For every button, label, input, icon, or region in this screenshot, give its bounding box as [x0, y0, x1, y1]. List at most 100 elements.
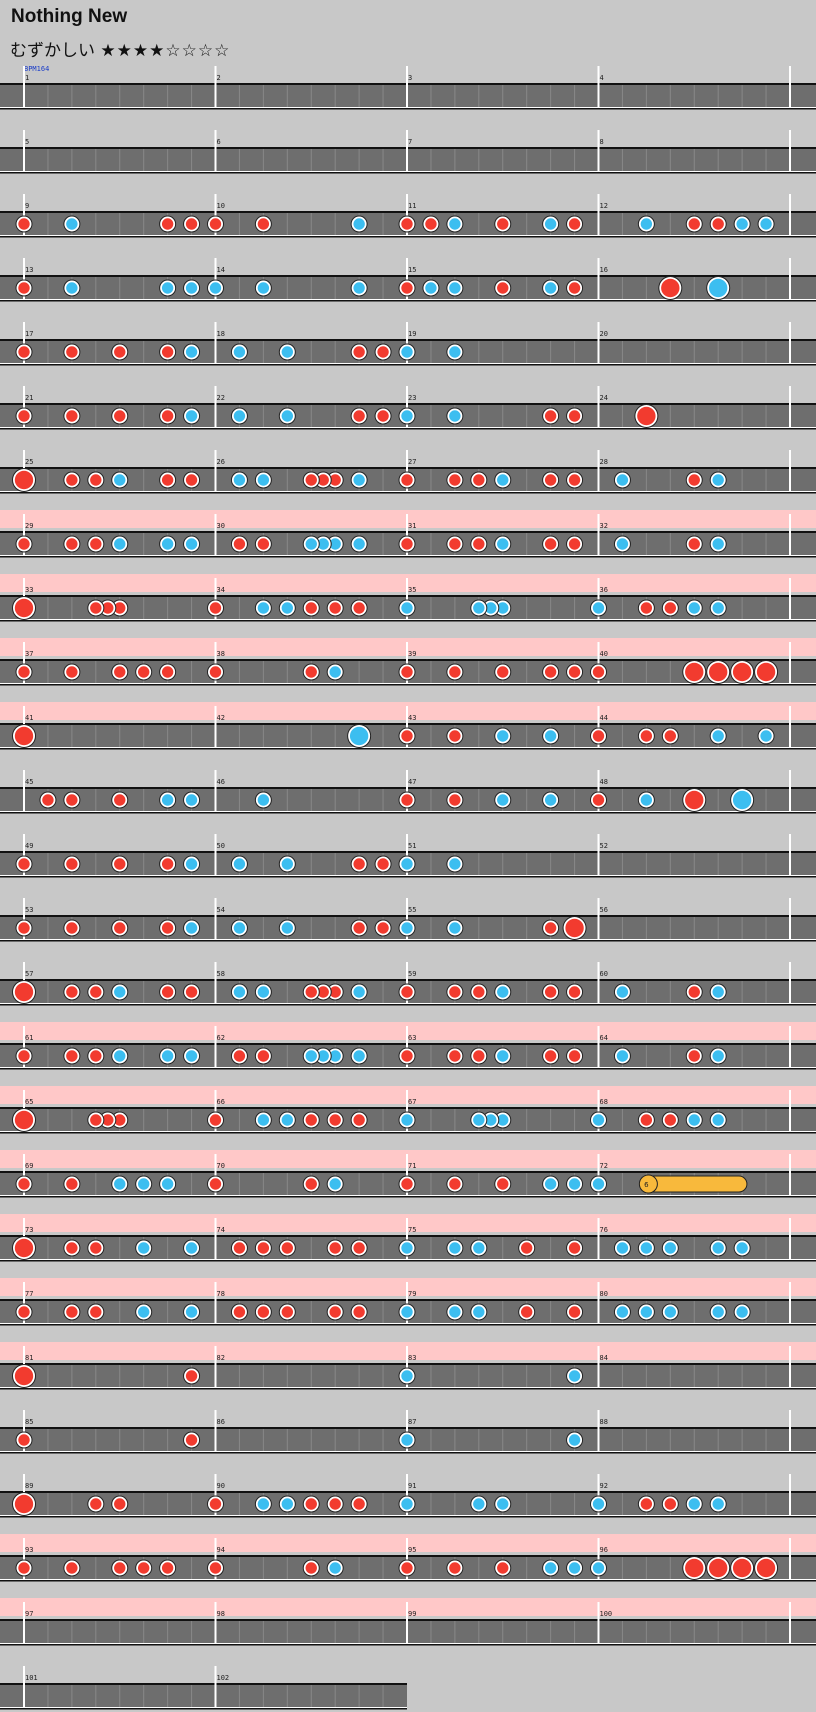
measure-number: 19: [408, 330, 416, 338]
measure-number: 77: [25, 1290, 33, 1298]
measure-number: 87: [408, 1418, 416, 1426]
don-note: [209, 218, 222, 230]
don-note: [66, 666, 78, 678]
don-note: [449, 1050, 461, 1062]
don-note: [544, 410, 557, 422]
measure-number: 4: [600, 74, 604, 82]
lane-bottom-border: [0, 300, 816, 302]
don-note: [257, 538, 270, 550]
ka-note: [161, 1050, 174, 1062]
ka-note: [688, 1498, 700, 1510]
don-note: [233, 1306, 246, 1318]
lane-bottom-border: [0, 556, 816, 558]
lane-bottom-border: [0, 364, 816, 366]
lane-highlight: [0, 811, 816, 812]
don-note: [401, 474, 413, 486]
measure-number: 70: [217, 1162, 225, 1170]
don-note: [18, 1306, 30, 1318]
ka-note: [233, 410, 246, 422]
measure-number: 101: [25, 1674, 38, 1682]
ka-note: [497, 538, 509, 550]
don-note: [353, 1114, 365, 1126]
song-title: Nothing New: [11, 6, 128, 27]
measure-number: 48: [600, 778, 608, 786]
measure-number: 17: [25, 330, 33, 338]
ka-note: [233, 474, 246, 486]
don-note: [401, 986, 413, 998]
don-note: [401, 1178, 413, 1190]
lane-bottom-border: [0, 1644, 816, 1646]
lane-highlight: [0, 491, 816, 492]
ka-note: [640, 1306, 653, 1318]
ka-note: [568, 1178, 581, 1190]
don-note: [401, 730, 413, 742]
measure-number: 95: [408, 1546, 416, 1554]
don-note: [497, 282, 509, 294]
measure-number: 15: [408, 266, 416, 274]
don-note: [18, 282, 30, 294]
measure-number: 3: [408, 74, 412, 82]
don-note: [161, 922, 174, 934]
lane-highlight: [0, 235, 816, 236]
measure-number: 52: [600, 842, 608, 850]
don-note: [317, 474, 329, 486]
ka-note: [664, 1242, 677, 1254]
don-note: [137, 1562, 150, 1574]
ka-note: [305, 538, 317, 550]
measure-number: 25: [25, 458, 33, 466]
don-note: [377, 858, 389, 870]
measure-number: 89: [25, 1482, 33, 1490]
don-note: [353, 1498, 365, 1510]
don-note: [185, 474, 198, 486]
ka-note: [257, 474, 270, 486]
ka-note: [317, 538, 329, 550]
ka-note: [497, 1498, 509, 1510]
ka-note: [281, 858, 294, 870]
measure-number: 6: [217, 138, 221, 146]
don-note: [592, 666, 605, 678]
ka-note: [329, 666, 341, 678]
don-note: [568, 1242, 581, 1254]
ka-note: [688, 1114, 700, 1126]
don-note: [568, 474, 581, 486]
don-note: [329, 1306, 341, 1318]
big-don-note: [685, 1558, 704, 1578]
ka-note: [497, 474, 509, 486]
measure-number: 32: [600, 522, 608, 530]
ka-note: [736, 1306, 748, 1318]
don-note: [329, 986, 341, 998]
difficulty-label: むずかしい: [10, 41, 95, 61]
don-note: [305, 1178, 317, 1190]
don-note: [114, 1114, 126, 1126]
lane-highlight: [0, 555, 816, 556]
measure-number: 8: [600, 138, 604, 146]
ka-note: [544, 730, 557, 742]
big-don-note: [565, 918, 584, 938]
don-note: [18, 218, 30, 230]
don-note: [329, 1242, 341, 1254]
don-note: [688, 1050, 700, 1062]
measure-number: 35: [408, 586, 416, 594]
don-note: [90, 1050, 102, 1062]
ka-note: [281, 1498, 294, 1510]
measure-number: 54: [217, 906, 225, 914]
don-note: [688, 218, 700, 230]
don-note: [114, 346, 126, 358]
measure-number: 97: [25, 1610, 33, 1618]
don-note: [712, 218, 724, 230]
don-note: [66, 474, 78, 486]
don-note: [568, 1050, 581, 1062]
ka-note: [401, 1242, 413, 1254]
don-note: [90, 602, 102, 614]
lane-bottom-border: [0, 1452, 816, 1454]
ka-note: [616, 474, 629, 486]
don-note: [114, 922, 126, 934]
ka-note: [712, 538, 724, 550]
lane-bottom-border: [0, 1260, 816, 1262]
measure-number: 31: [408, 522, 416, 530]
lane-bottom-border: [0, 620, 816, 622]
ka-note: [257, 794, 270, 806]
big-don-note: [708, 662, 728, 682]
don-note: [66, 538, 78, 550]
ka-note: [688, 602, 700, 614]
